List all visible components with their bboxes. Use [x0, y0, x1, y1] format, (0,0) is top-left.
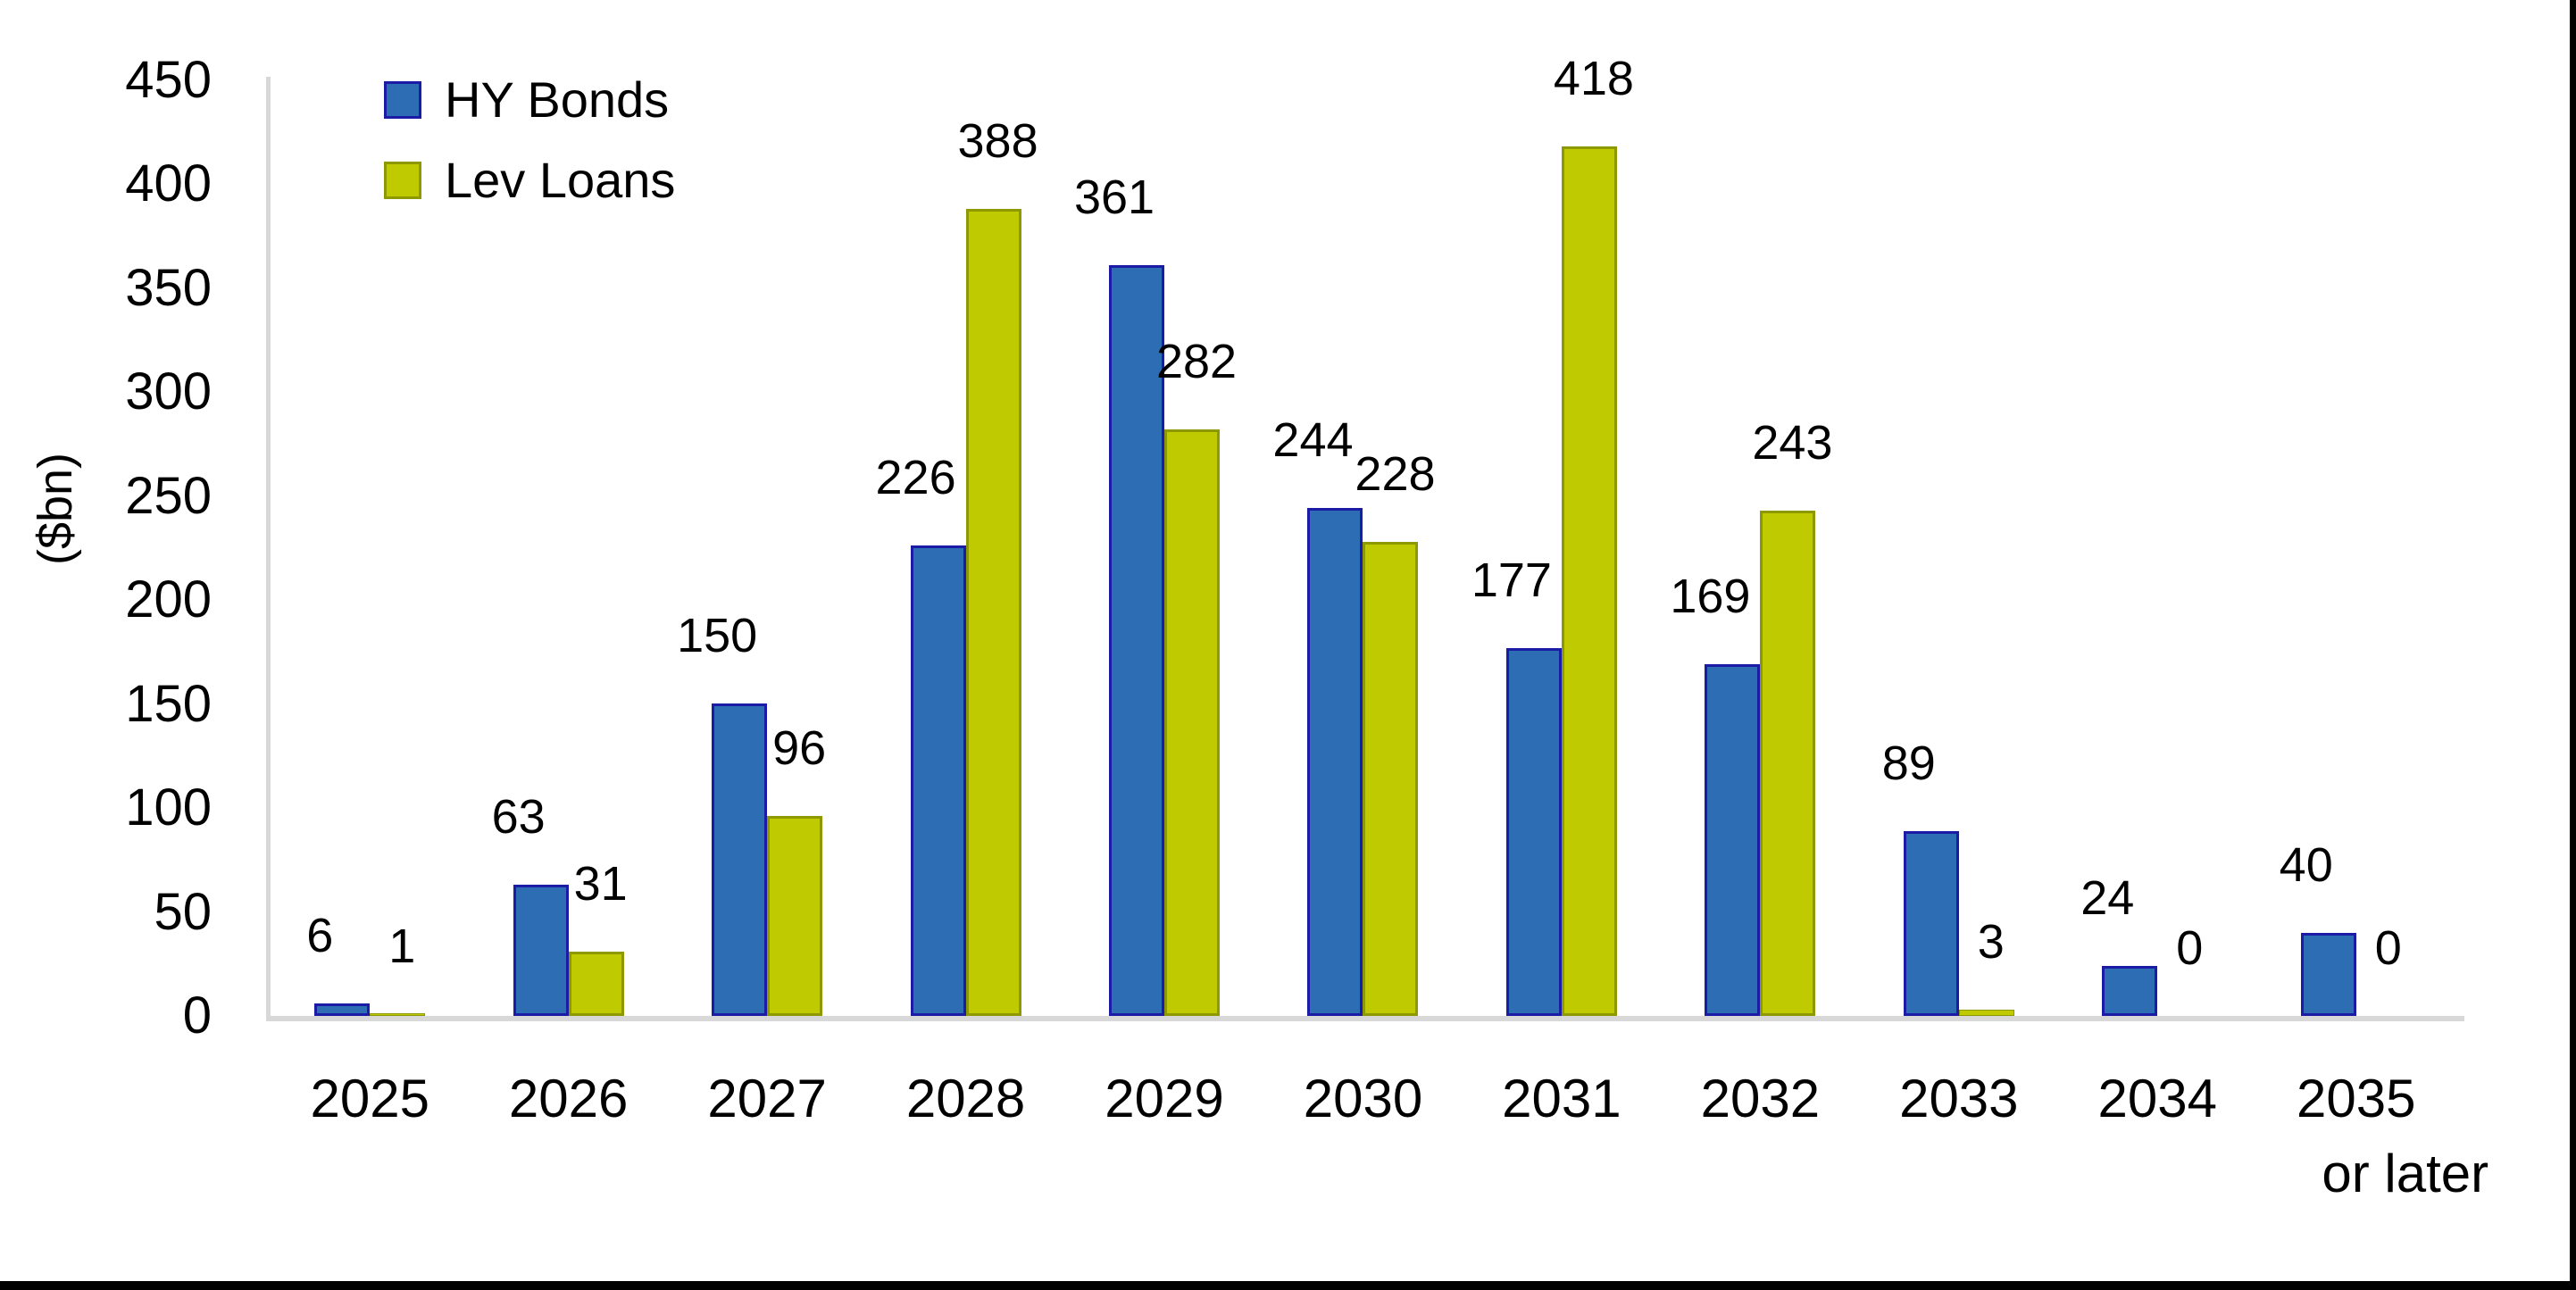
value-label-hy-bonds-2031: 177 [1471, 553, 1552, 607]
bar-hy-bonds-2026 [513, 885, 569, 1016]
value-label-lev-loans-2034: 0 [2176, 921, 2204, 975]
frame-border-bottom [0, 1281, 2576, 1290]
x-axis-label-2028: 2028 [905, 1069, 1026, 1128]
legend-label-lev-loans: Lev Loans [445, 152, 676, 208]
y-tick-label-350: 350 [125, 258, 212, 317]
bar-hy-bonds-2030 [1307, 508, 1363, 1016]
value-label-lev-loans-2035: 0 [2374, 921, 2402, 975]
bar-lev-loans-2027 [767, 816, 823, 1016]
x-axis-sublabel-2035: or later [2322, 1144, 2489, 1203]
value-label-hy-bonds-2034: 24 [2080, 871, 2135, 925]
x-axis-label-2025: 2025 [310, 1069, 429, 1128]
x-axis-label-2029: 2029 [1105, 1069, 1224, 1128]
value-label-hy-bonds-2030: 244 [1272, 413, 1354, 467]
bar-lev-loans-2029 [1164, 429, 1221, 1016]
value-label-lev-loans-2025: 1 [388, 920, 416, 973]
value-label-lev-loans-2029: 282 [1155, 335, 1238, 388]
legend-swatch-lev-loans [384, 162, 421, 199]
y-tick-label-400: 400 [125, 154, 212, 212]
value-label-hy-bonds-2027: 150 [677, 609, 758, 662]
x-axis-line [266, 1016, 2464, 1021]
bar-hy-bonds-2025 [314, 1003, 371, 1016]
value-label-hy-bonds-2033: 89 [1881, 737, 1936, 790]
y-tick-label-450: 450 [125, 50, 212, 109]
x-axis-label-2031: 2031 [1502, 1069, 1621, 1128]
value-label-hy-bonds-2032: 169 [1670, 570, 1751, 623]
x-axis-label-2035: 2035 [2296, 1069, 2416, 1128]
x-axis-label-2030: 2030 [1303, 1069, 1423, 1128]
y-axis-line [266, 77, 271, 1019]
value-label-hy-bonds-2029: 361 [1073, 171, 1155, 224]
bar-hy-bonds-2031 [1505, 648, 1562, 1016]
x-axis-label-2033: 2033 [1899, 1069, 2019, 1128]
bar-hy-bonds-2035 [2300, 933, 2356, 1016]
y-tick-label-0: 0 [182, 986, 212, 1044]
y-tick-label-150: 150 [125, 674, 212, 733]
y-tick-label-100: 100 [125, 778, 212, 836]
value-label-lev-loans-2031: 418 [1553, 52, 1634, 105]
value-label-lev-loans-2026: 31 [573, 857, 628, 911]
bar-hy-bonds-2033 [1903, 831, 1959, 1016]
x-axis-label-2026: 2026 [508, 1069, 629, 1128]
x-axis-label-2032: 2032 [1700, 1069, 1821, 1128]
legend-item-hy-bonds: HY Bonds [384, 71, 675, 129]
bar-lev-loans-2028 [965, 209, 1021, 1016]
bar-lev-loans-2031 [1561, 146, 1617, 1016]
value-label-lev-loans-2030: 228 [1355, 447, 1436, 501]
bar-hy-bonds-2032 [1705, 664, 1761, 1016]
bar-lev-loans-2033 [1958, 1010, 2014, 1016]
value-label-hy-bonds-2026: 63 [491, 790, 546, 844]
legend: HY Bonds Lev Loans [384, 71, 675, 232]
value-label-lev-loans-2032: 243 [1752, 416, 1833, 470]
y-tick-label-300: 300 [125, 362, 212, 420]
value-label-lev-loans-2033: 3 [1977, 915, 2005, 969]
y-tick-label-200: 200 [125, 570, 212, 628]
legend-label-hy-bonds: HY Bonds [445, 71, 670, 128]
bar-lev-loans-2030 [1363, 542, 1419, 1016]
bar-lev-loans-2032 [1760, 511, 1816, 1016]
y-tick-label-250: 250 [125, 466, 212, 525]
value-label-hy-bonds-2025: 6 [306, 909, 334, 962]
y-tick-label-50: 50 [154, 882, 212, 941]
x-axis-label-2027: 2027 [707, 1069, 827, 1128]
frame-border-right [2570, 0, 2576, 1290]
value-label-lev-loans-2027: 96 [772, 721, 827, 775]
value-label-hy-bonds-2035: 40 [2279, 838, 2333, 892]
value-label-lev-loans-2028: 388 [957, 114, 1038, 168]
bar-hy-bonds-2034 [2102, 966, 2158, 1016]
x-axis-label-2034: 2034 [2097, 1069, 2218, 1128]
bar-lev-loans-2025 [370, 1013, 426, 1016]
bar-hy-bonds-2029 [1109, 265, 1165, 1016]
bar-lev-loans-2026 [568, 952, 624, 1016]
bar-hy-bonds-2028 [910, 545, 966, 1016]
legend-swatch-hy-bonds [384, 81, 421, 119]
legend-item-lev-loans: Lev Loans [384, 152, 675, 209]
value-label-hy-bonds-2028: 226 [875, 451, 956, 504]
bar-hy-bonds-2027 [712, 703, 768, 1016]
